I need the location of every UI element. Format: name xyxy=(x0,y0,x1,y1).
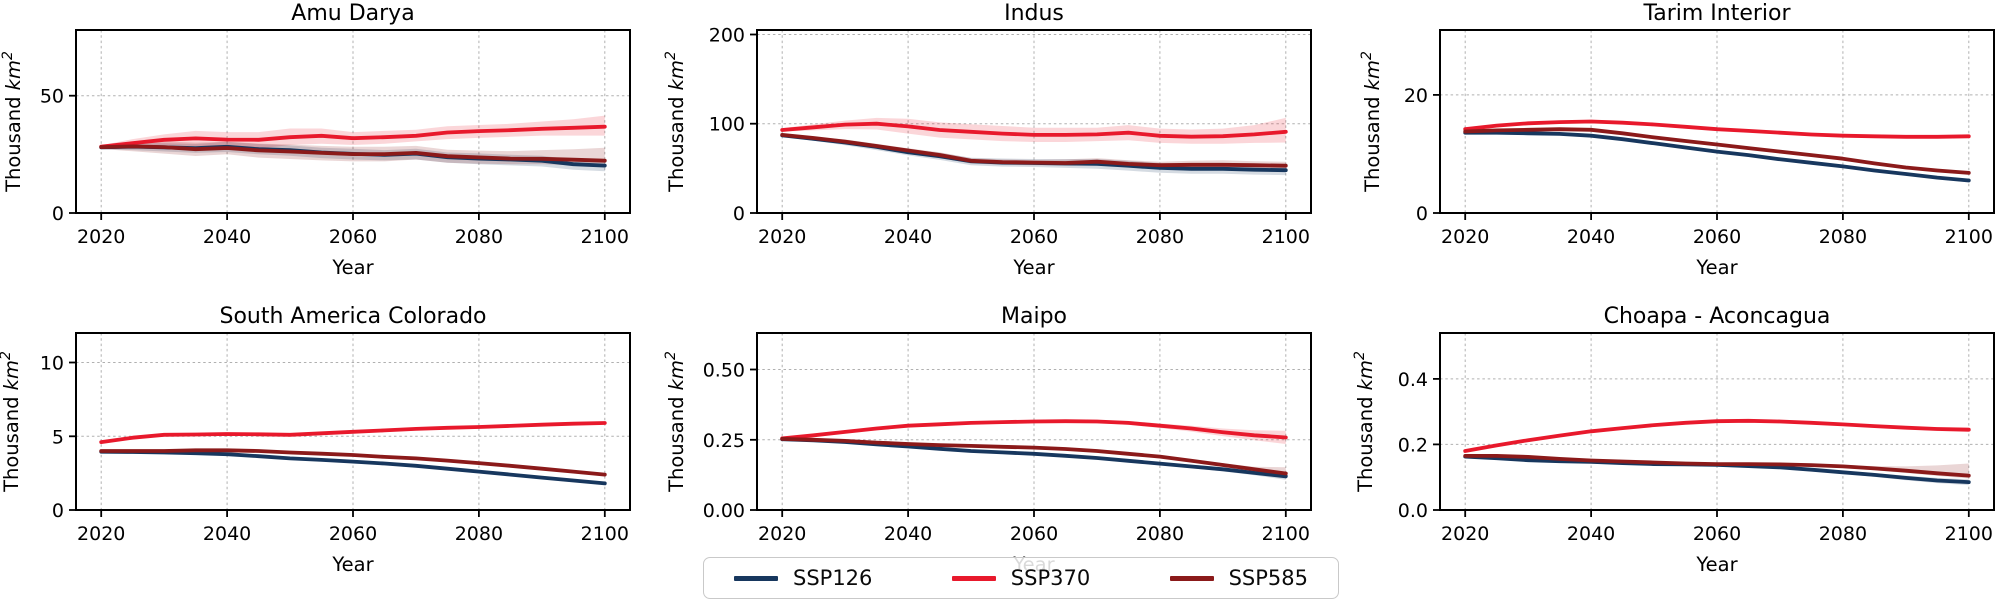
y-tick-label: 0.50 xyxy=(703,360,745,382)
series-line-ssp370 xyxy=(780,121,1288,139)
y-axis-label: Thousand km2 xyxy=(663,351,688,493)
subplot-tarim-interior: 2020 2040 2060 2080 2100 0 20 Tarim Interior Yea… xyxy=(1359,1,1995,279)
legend: SSP126 SSP370 SSP585 xyxy=(703,557,1339,599)
x-tick-label: 2080 xyxy=(1819,226,1867,248)
x-tick-label: 2060 xyxy=(1693,226,1741,248)
x-axis-label: Year xyxy=(1012,256,1055,279)
x-tick-label: 2040 xyxy=(884,226,932,248)
y-tick-label: 0 xyxy=(733,203,745,225)
series-line-ssp585 xyxy=(99,448,607,477)
y-tick-label: 0.0 xyxy=(1398,500,1428,522)
x-axis-label: Year xyxy=(1695,256,1738,279)
subplot-maipo: 202020402060208021000.000.250.50MaipoYea… xyxy=(663,304,1312,576)
series-line-ssp370 xyxy=(1463,119,1971,139)
y-axis-label: Thousand km2 xyxy=(0,351,23,493)
legend-item-ssp370: SSP370 xyxy=(951,566,1091,590)
x-tick-label: 2060 xyxy=(329,523,377,545)
subplot-indus: 2020 2040 2060 2080 2100 0 100 200 Indus Year Thou… xyxy=(663,1,1312,279)
x-tick-label: 2040 xyxy=(1567,523,1615,545)
y-axis-label: Thousand km2 xyxy=(1352,351,1377,493)
x-tick-label: 2080 xyxy=(1136,523,1184,545)
x-tick-label: 2060 xyxy=(329,226,377,248)
x-tick-label: 2080 xyxy=(1819,523,1867,545)
x-tick-label: 2020 xyxy=(1441,226,1489,248)
y-axis-label: Thousand km2 xyxy=(1359,51,1384,193)
y-tick-label: 5 xyxy=(52,426,64,448)
y-axis-label: Thousand km2 xyxy=(0,51,25,193)
legend-label-ssp370: SSP370 xyxy=(1010,566,1091,590)
x-tick-label: 2020 xyxy=(758,226,806,248)
subplot-title: Tarim Interior xyxy=(1642,1,1791,26)
legend-item-ssp585: SSP585 xyxy=(1169,566,1308,590)
y-tick-label: 0.4 xyxy=(1398,369,1428,391)
subplot-choapa-aconcagua: 2020 2040 2060 2080 2100 0.0 0.2 0.4 Choapa - Ac… xyxy=(1352,304,1995,576)
y-tick-label: 0.00 xyxy=(703,500,745,522)
series-line-ssp585 xyxy=(780,436,1288,476)
subplot-title: Choapa - Aconcagua xyxy=(1604,304,1831,329)
x-tick-label: 2040 xyxy=(884,523,932,545)
series-line-ssp585 xyxy=(1463,453,1971,478)
y-tick-label: 0.2 xyxy=(1398,434,1428,456)
x-axis-label: Year xyxy=(1695,553,1738,576)
legend-label-ssp126: SSP126 xyxy=(793,566,873,590)
x-tick-label: 2020 xyxy=(758,523,806,545)
x-tick-label: 2060 xyxy=(1693,523,1741,545)
x-tick-label: 2040 xyxy=(203,226,251,248)
x-tick-label: 2040 xyxy=(1567,226,1615,248)
x-tick-label: 2100 xyxy=(1945,523,1993,545)
subplot-title: South America Colorado xyxy=(219,304,486,329)
legend-item-ssp126: SSP126 xyxy=(734,566,872,590)
x-tick-label: 2060 xyxy=(1010,226,1058,248)
x-tick-label: 2080 xyxy=(1136,226,1184,248)
legend-swatch-ssp370 xyxy=(951,575,996,581)
x-tick-label: 2040 xyxy=(203,523,251,545)
y-tick-label: 50 xyxy=(40,86,64,108)
x-tick-label: 2080 xyxy=(455,523,503,545)
series-line-ssp370 xyxy=(1463,418,1971,453)
legend-label-ssp585: SSP585 xyxy=(1228,566,1308,590)
x-tick-label: 2080 xyxy=(455,226,503,248)
series-line-ssp370 xyxy=(99,421,607,445)
x-axis-label: Year xyxy=(331,256,374,279)
series-line-ssp370 xyxy=(99,124,607,149)
y-tick-label: 200 xyxy=(709,25,745,47)
y-tick-label: 20 xyxy=(1404,85,1428,107)
series-line-ssp126 xyxy=(99,449,607,486)
x-tick-label: 2100 xyxy=(1262,523,1310,545)
subplot-amu-darya: 2020 2040 2060 2080 2100 0 50 Amu Darya Year Thou… xyxy=(0,1,631,279)
series-line-ssp585 xyxy=(99,144,607,163)
x-axis-label: Year xyxy=(331,553,374,576)
legend-swatch-ssp126 xyxy=(734,575,778,581)
y-tick-label: 100 xyxy=(709,114,745,136)
y-axis-label: Thousand km2 xyxy=(663,51,688,193)
y-tick-label: 10 xyxy=(40,353,64,375)
series-line-ssp585 xyxy=(780,132,1288,168)
y-tick-label: 0.25 xyxy=(703,430,745,452)
y-tick-label: 0 xyxy=(1416,203,1428,225)
series-line-ssp370 xyxy=(780,419,1288,441)
x-tick-label: 2020 xyxy=(77,523,125,545)
x-tick-label: 2100 xyxy=(581,226,629,248)
y-tick-label: 0 xyxy=(52,500,64,522)
series-line-ssp126 xyxy=(1463,130,1971,183)
x-tick-label: 2100 xyxy=(1262,226,1310,248)
series-line-ssp585 xyxy=(1463,127,1971,175)
legend-swatch-ssp585 xyxy=(1169,575,1214,581)
subplot-title: Maipo xyxy=(1001,304,1067,329)
x-tick-label: 2100 xyxy=(581,523,629,545)
x-tick-label: 2100 xyxy=(1945,226,1993,248)
subplot-south-america-colorado: 2020 2040 2060 2080 2100 0 5 10 South America Co… xyxy=(0,304,631,576)
y-tick-label: 0 xyxy=(52,203,64,225)
subplot-title: Amu Darya xyxy=(291,1,414,26)
subplot-title: Indus xyxy=(1004,1,1064,26)
x-tick-label: 2020 xyxy=(1441,523,1489,545)
x-tick-label: 2020 xyxy=(77,226,125,248)
x-tick-label: 2060 xyxy=(1010,523,1058,545)
